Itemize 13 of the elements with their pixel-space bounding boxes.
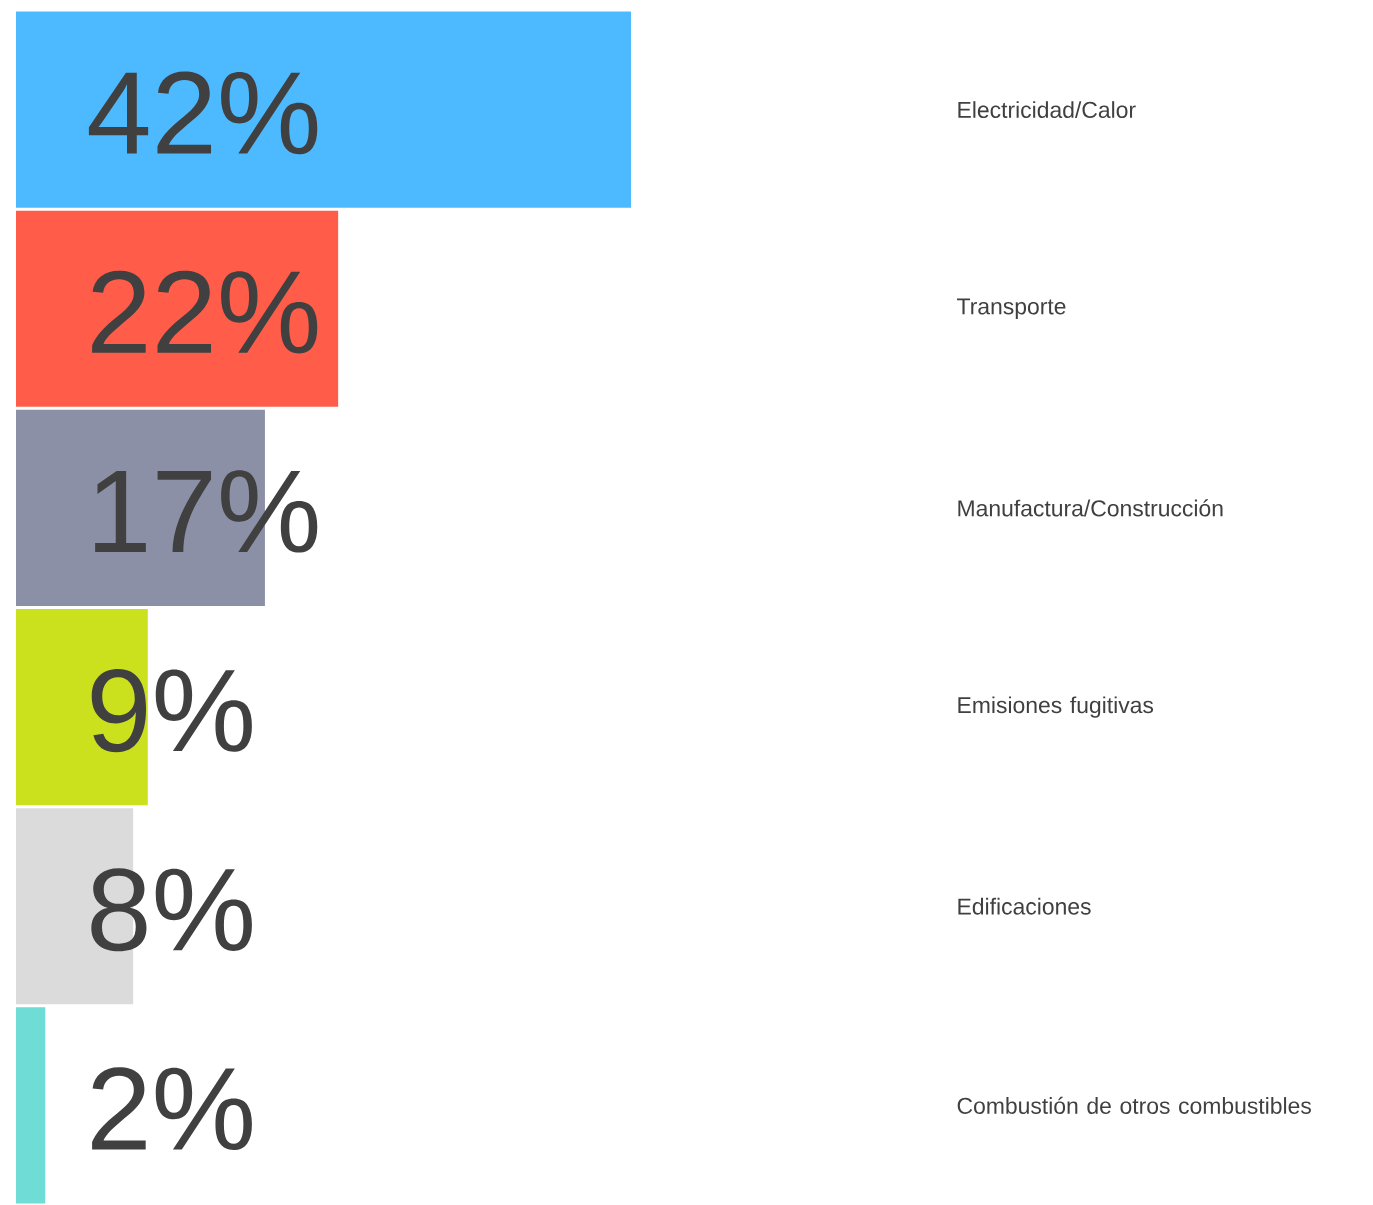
y-tick-label: Edificaciones	[958, 897, 1091, 915]
bar	[16, 1007, 46, 1204]
y-tick-label: Electricidad/Calor	[958, 101, 1136, 118]
y-tick-label: Emisiones fugitivas	[958, 696, 1154, 718]
data-label: 8%	[91, 868, 252, 952]
data-label: 22%	[92, 270, 318, 354]
y-tick-label: Manufactura/Construcción	[958, 499, 1223, 517]
bar	[16, 11, 632, 208]
bar	[16, 210, 339, 407]
y-tick-label: Transporte	[957, 298, 1066, 319]
data-label: 42%	[88, 71, 318, 155]
y-tick-label: Combustión de otros combustibles	[957, 1096, 1311, 1114]
data-label: 2%	[92, 1067, 252, 1151]
